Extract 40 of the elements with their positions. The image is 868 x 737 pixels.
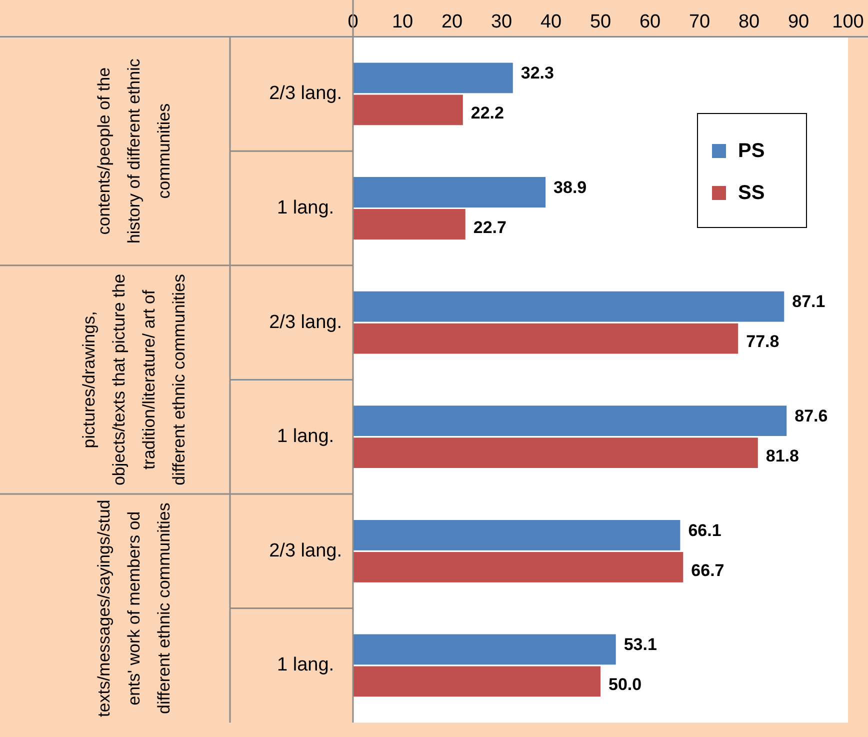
bar xyxy=(353,209,466,240)
bar xyxy=(353,438,758,468)
data-label: 22.7 xyxy=(473,218,506,237)
x-tick-label: 80 xyxy=(738,12,760,33)
bar xyxy=(353,62,513,94)
x-tick-label: 40 xyxy=(540,12,562,33)
x-tick-label: 20 xyxy=(441,12,463,33)
x-tick-label: 70 xyxy=(688,12,710,33)
data-label: 32.3 xyxy=(520,64,554,83)
bar xyxy=(353,323,738,354)
bar xyxy=(353,552,684,582)
text: contents/people of the history of different ethnic communities xyxy=(94,58,174,244)
data-label: 53.1 xyxy=(624,635,657,654)
bar xyxy=(353,520,680,550)
x-tick-label: 90 xyxy=(788,12,810,33)
data-label: 87.6 xyxy=(794,406,828,426)
x-tick-label: 30 xyxy=(490,12,512,33)
data-label: 77.8 xyxy=(746,332,780,352)
data-label: 38.9 xyxy=(554,178,587,197)
data-label: 50.0 xyxy=(608,675,642,694)
bar xyxy=(353,291,784,322)
data-label: 66.7 xyxy=(691,560,724,580)
data-label: 81.8 xyxy=(766,446,800,466)
legend-label: PS xyxy=(738,140,765,162)
data-label: 66.1 xyxy=(688,520,722,540)
bar xyxy=(353,666,600,697)
x-tick-label: 10 xyxy=(392,12,414,33)
data-label: 22.2 xyxy=(470,104,504,123)
text: pictures/drawings, objects/texts that picture the tradition/literature/ art of different ethnic communities xyxy=(80,274,189,486)
x-tick-label: 0 xyxy=(348,12,358,33)
bar xyxy=(353,177,546,208)
data-label: 87.1 xyxy=(792,292,826,312)
bar xyxy=(353,634,616,665)
x-tick-label: 60 xyxy=(639,12,661,33)
text: texts/messages/sayings/students' work of members od different ethnic communities xyxy=(94,500,174,717)
x-tick-label: 100 xyxy=(832,12,864,33)
bar xyxy=(353,406,787,436)
legend-label: SS xyxy=(738,182,765,204)
bar xyxy=(353,94,463,126)
x-tick-label: 50 xyxy=(590,12,612,33)
